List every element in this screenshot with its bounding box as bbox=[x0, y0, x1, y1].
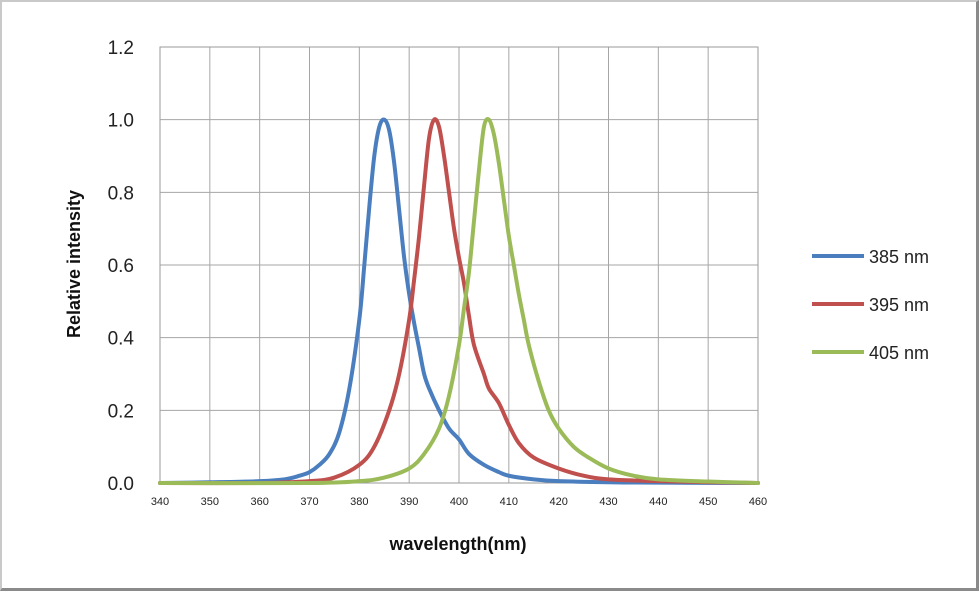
y-tick-label-0: 0.0 bbox=[108, 474, 134, 495]
x-tick-label-1: 350 bbox=[201, 496, 219, 508]
x-tick-label-10: 440 bbox=[649, 496, 667, 508]
x-tick-label-0: 340 bbox=[151, 496, 169, 508]
x-tick-label-6: 400 bbox=[450, 496, 468, 508]
series-lines bbox=[158, 117, 760, 486]
x-tick-label-11: 450 bbox=[699, 496, 717, 508]
plot-area bbox=[159, 46, 759, 484]
y-tick-label-4: 0.8 bbox=[108, 183, 134, 204]
legend-label-2: 395 nm bbox=[869, 295, 929, 315]
series-line-1 bbox=[158, 117, 760, 485]
y-tick-label-3: 0.6 bbox=[108, 256, 134, 277]
y-tick-label-6: 1.2 bbox=[108, 38, 134, 59]
x-tick-label-4: 380 bbox=[350, 496, 368, 508]
y-tick-label-2: 0.4 bbox=[108, 329, 135, 350]
series-line-2 bbox=[158, 117, 760, 486]
plot-border bbox=[159, 46, 759, 484]
x-tick-label-9: 430 bbox=[599, 496, 617, 508]
x-tick-label-3: 370 bbox=[300, 496, 318, 508]
legend-label-3: 405 nm bbox=[869, 343, 929, 363]
x-tick-label-2: 360 bbox=[250, 496, 268, 508]
series-line-3 bbox=[158, 117, 760, 486]
y-axis-ticks: 0.0 0.2 0.4 0.6 0.8 1.0 1.2 bbox=[108, 38, 135, 495]
x-tick-label-8: 420 bbox=[549, 496, 567, 508]
x-axis-ticks: 340 350 360 370 380 390 400 410 420 430 440 450 460 bbox=[151, 496, 767, 508]
y-tick-label-1: 0.2 bbox=[108, 401, 134, 422]
y-tick-label-5: 1.0 bbox=[108, 111, 134, 132]
x-tick-label-5: 390 bbox=[400, 496, 418, 508]
x-axis-title: wavelength(nm) bbox=[388, 534, 526, 554]
x-tick-label-12: 460 bbox=[749, 496, 767, 508]
legend: 385 nm 395 nm 405 nm bbox=[812, 247, 929, 363]
x-tick-label-7: 410 bbox=[500, 496, 518, 508]
y-axis-title: Relative intensity bbox=[64, 190, 84, 338]
legend-label-1: 385 nm bbox=[869, 247, 929, 267]
